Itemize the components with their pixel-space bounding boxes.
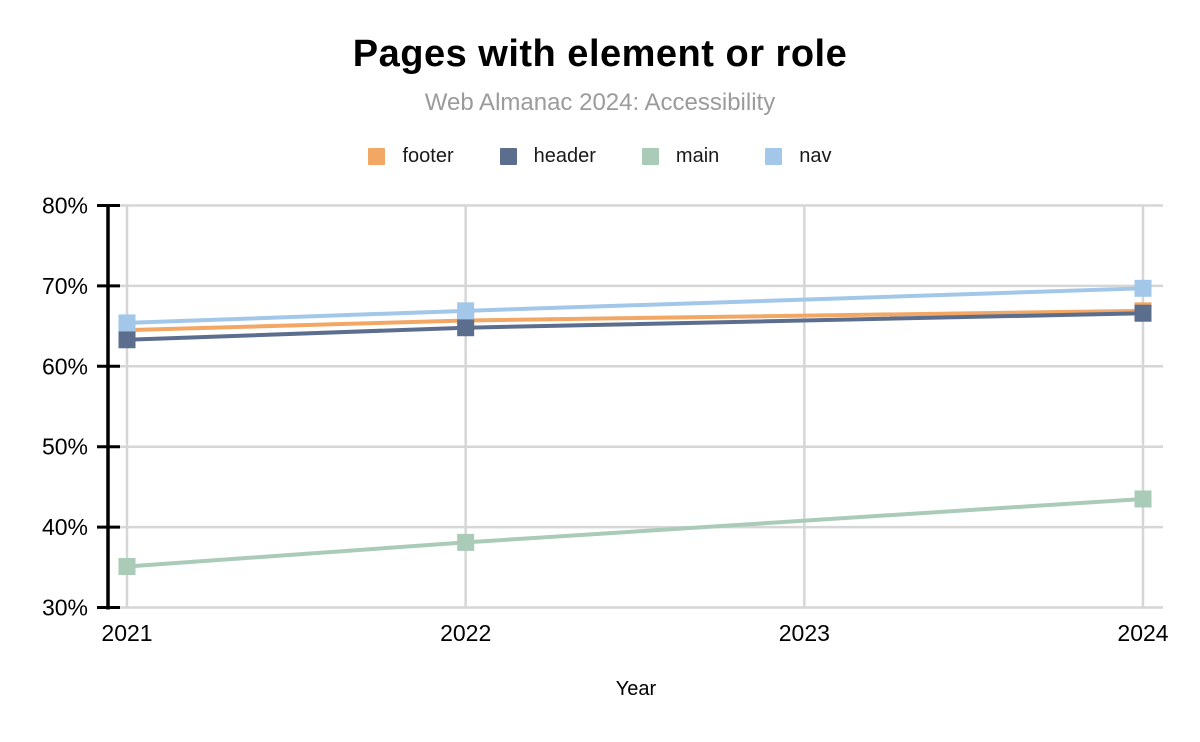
- marker-main-2022: [457, 533, 475, 551]
- series-line-footer: [126, 308, 1144, 333]
- marker-header-2021: [118, 331, 136, 349]
- marker-main-2021: [118, 557, 136, 575]
- x-axis-title: Year: [615, 678, 657, 700]
- legend-label-header: header: [533, 145, 596, 167]
- y-tick-label-60: 60%: [42, 353, 88, 379]
- y-tick-label-40: 40%: [42, 514, 88, 540]
- chart-title: Pages with element or role: [352, 33, 848, 75]
- marker-main-2024: [1134, 490, 1152, 508]
- legend-item-footer: footer: [368, 145, 454, 167]
- chart-subtitle: Web Almanac 2024: Accessibility: [424, 89, 776, 116]
- marker-header-2022: [457, 319, 475, 337]
- x-tick-label-2022: 2022: [440, 620, 491, 646]
- legend-swatch-footer: [368, 147, 386, 165]
- y-tick-label-70: 70%: [42, 273, 88, 299]
- legend-swatch-header: [499, 147, 517, 165]
- marker-nav-2022: [457, 302, 475, 320]
- legend-item-main: main: [641, 145, 720, 167]
- legend-label-footer: footer: [402, 145, 454, 167]
- chart-legend: footer header main nav: [0, 143, 1200, 169]
- x-tick-label-2023: 2023: [779, 620, 830, 646]
- legend-item-nav: nav: [765, 145, 832, 167]
- marker-nav-2021: [118, 314, 136, 332]
- y-tick-label-50: 50%: [42, 434, 88, 460]
- marker-nav-2024: [1134, 279, 1152, 297]
- x-tick-label-2024: 2024: [1117, 620, 1168, 646]
- legend-swatch-main: [641, 147, 659, 165]
- marker-header-2024: [1134, 304, 1152, 322]
- series-line-main: [126, 496, 1144, 569]
- x-tick-label-2021: 2021: [101, 620, 152, 646]
- y-tick-label-30: 30%: [42, 595, 88, 621]
- legend-swatch-nav: [765, 147, 783, 165]
- legend-item-header: header: [499, 145, 596, 167]
- legend-label-main: main: [675, 145, 720, 167]
- legend-label-nav: nav: [799, 145, 832, 167]
- y-tick-label-80: 80%: [42, 193, 88, 219]
